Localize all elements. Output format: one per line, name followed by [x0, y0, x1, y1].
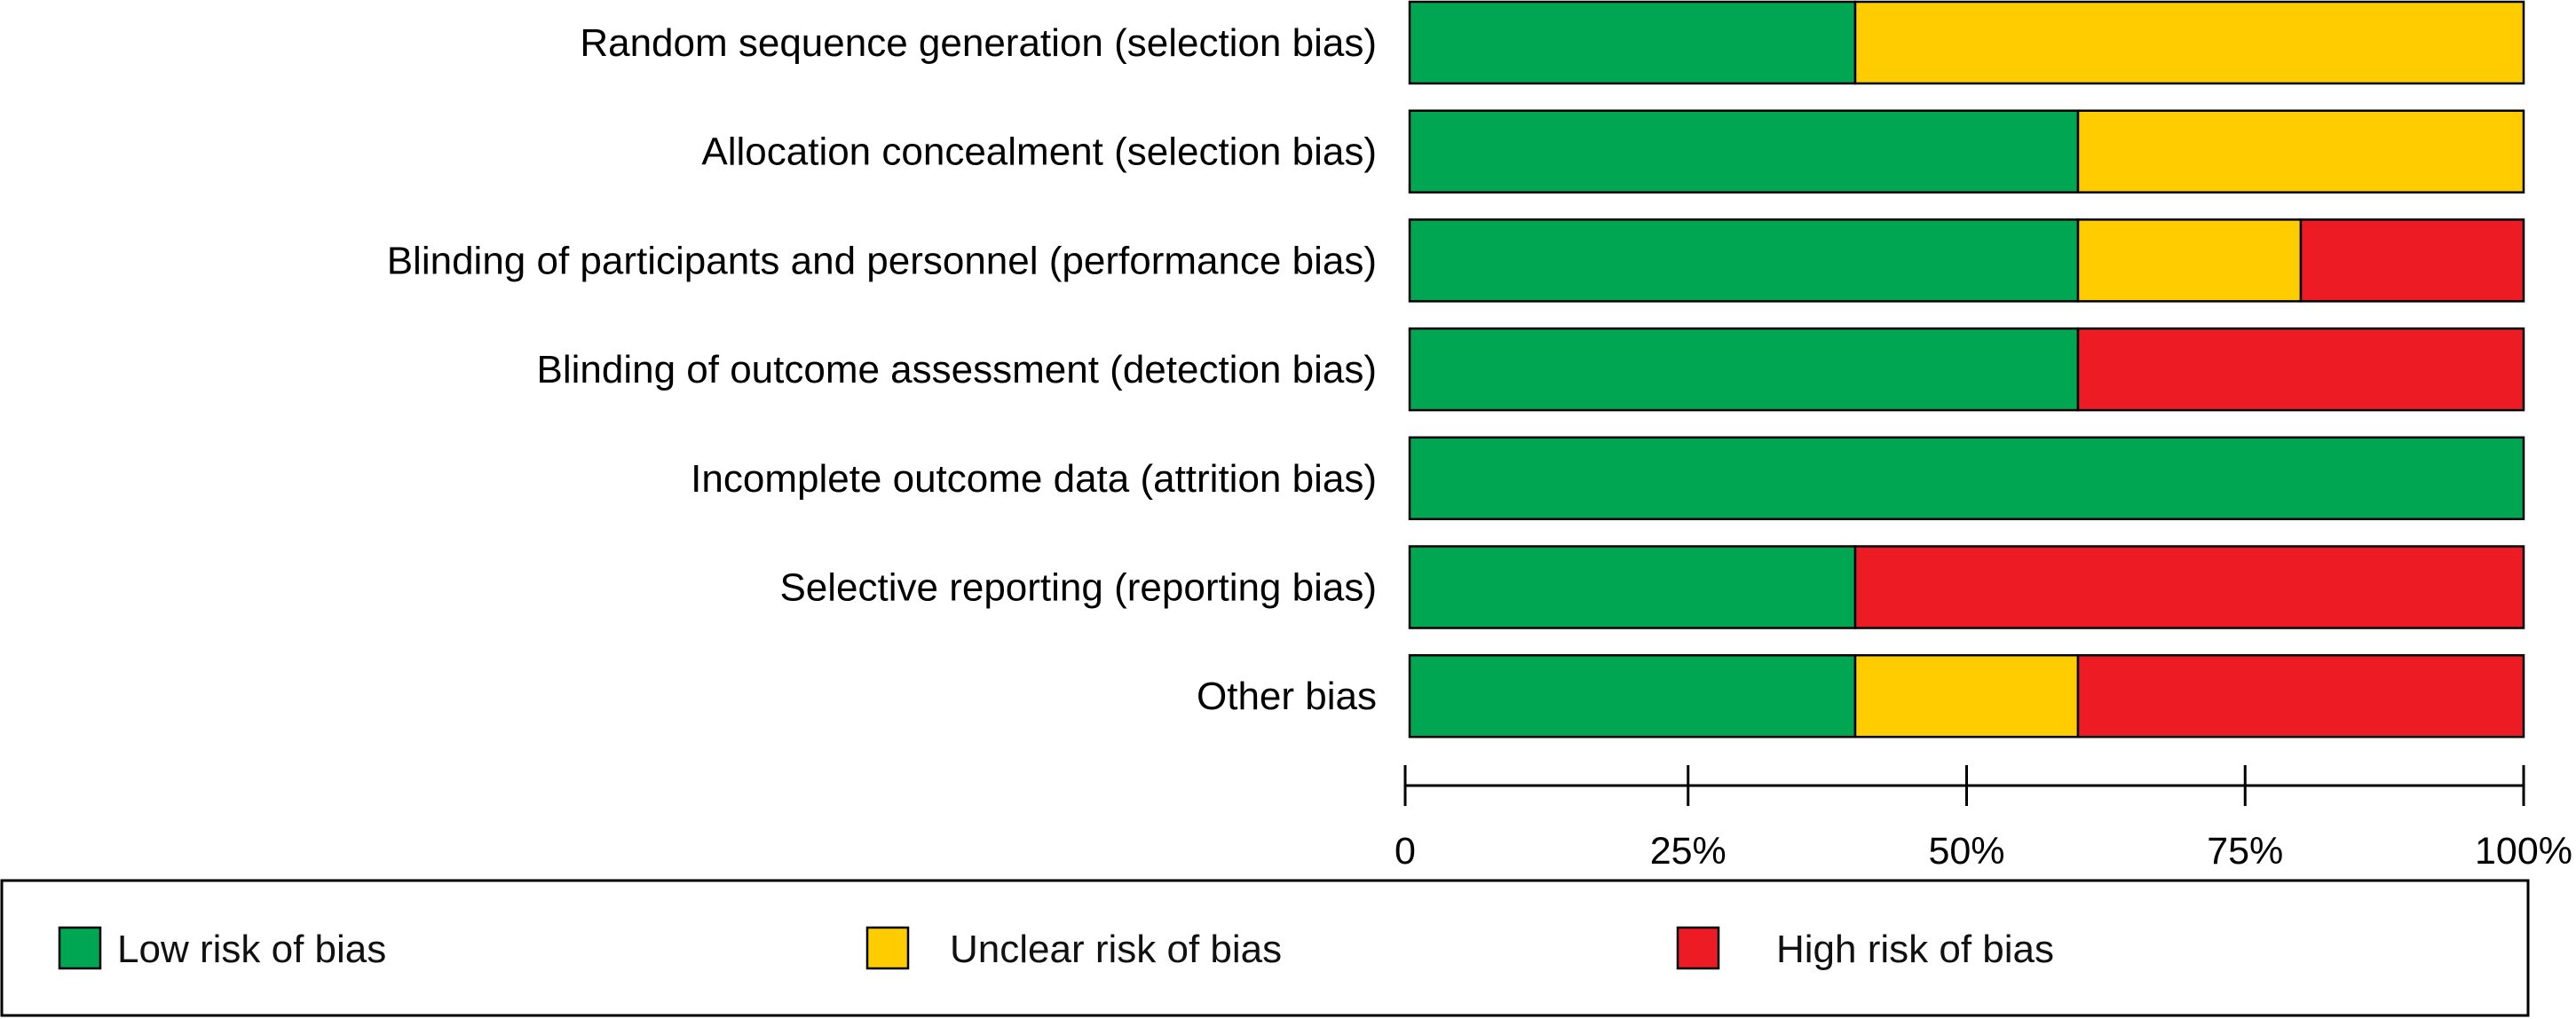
legend-label: Unclear risk of bias — [950, 928, 1282, 971]
bar-segment-low-risk-of-bias — [1408, 327, 2080, 412]
category-label: Random sequence generation (selection bi… — [580, 21, 1377, 65]
bar-segment-unclear-risk-of-bias — [1853, 653, 2080, 739]
x-tick-label: 100% — [2475, 830, 2572, 873]
category-label: Incomplete outcome data (attrition bias) — [691, 457, 1377, 501]
bar-segment-unclear-risk-of-bias — [1853, 0, 2525, 85]
legend-swatch-unclear-risk-of-bias — [865, 926, 910, 970]
bar-segment-low-risk-of-bias — [1408, 0, 1857, 85]
bar-segment-low-risk-of-bias — [1408, 545, 1857, 629]
bar-segment-high-risk-of-bias — [2299, 218, 2525, 303]
bar-segment-low-risk-of-bias — [1408, 218, 2080, 303]
legend-box — [0, 879, 2530, 1017]
bar-segment-high-risk-of-bias — [2076, 653, 2525, 739]
legend-label: Low risk of bias — [117, 928, 386, 971]
x-axis: 0 25% 50% 75% 100% — [1395, 765, 2572, 873]
bar-segment-low-risk-of-bias — [1408, 653, 1857, 739]
category-labels: Random sequence generation (selection bi… — [387, 21, 1377, 718]
legend-label: High risk of bias — [1776, 928, 2054, 971]
category-label: Blinding of participants and personnel (… — [387, 239, 1377, 282]
legend-swatch-low-risk-of-bias — [58, 926, 102, 970]
x-tick-label: 50% — [1928, 830, 2004, 873]
bar-segment-unclear-risk-of-bias — [2076, 218, 2303, 303]
category-label: Blinding of outcome assessment (detectio… — [537, 348, 1378, 391]
category-label: Allocation concealment (selection bias) — [701, 130, 1377, 174]
bar-segment-high-risk-of-bias — [1853, 545, 2525, 629]
x-tick-label: 75% — [2207, 830, 2283, 873]
x-tick-label: 0 — [1395, 830, 1416, 873]
category-label: Selective reporting (reporting bias) — [779, 566, 1377, 610]
bar-segment-low-risk-of-bias — [1408, 109, 2080, 194]
category-label: Other bias — [1197, 675, 1377, 718]
bar-group — [1408, 0, 2525, 739]
legend: Low risk of bias Unclear risk of bias High… — [0, 879, 2530, 1017]
bar-segment-high-risk-of-bias — [2076, 327, 2525, 412]
bar-segment-low-risk-of-bias — [1408, 436, 2525, 521]
legend-swatch-high-risk-of-bias — [1676, 926, 1720, 970]
x-tick-label: 25% — [1650, 830, 1727, 873]
bar-segment-unclear-risk-of-bias — [2076, 109, 2525, 194]
